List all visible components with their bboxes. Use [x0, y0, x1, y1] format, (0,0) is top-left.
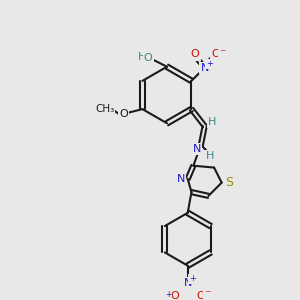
Text: N: N — [200, 63, 209, 73]
Text: N: N — [177, 174, 185, 184]
Text: +: + — [165, 290, 171, 299]
Text: ⁻: ⁻ — [204, 288, 211, 300]
Text: +: + — [189, 274, 196, 284]
Text: S: S — [225, 176, 233, 189]
Text: N: N — [184, 278, 192, 288]
Text: O: O — [191, 50, 200, 59]
Text: CH₃: CH₃ — [95, 104, 114, 114]
Text: H: H — [206, 151, 214, 161]
Text: H: H — [208, 117, 216, 127]
Text: +: + — [206, 59, 213, 68]
Text: H: H — [138, 52, 147, 62]
Text: O: O — [196, 291, 205, 300]
Text: ⁻: ⁻ — [219, 47, 226, 60]
Text: O: O — [144, 53, 152, 63]
Text: N: N — [193, 144, 201, 154]
Text: O: O — [119, 109, 128, 119]
Text: O: O — [212, 50, 220, 59]
Text: O: O — [170, 291, 179, 300]
